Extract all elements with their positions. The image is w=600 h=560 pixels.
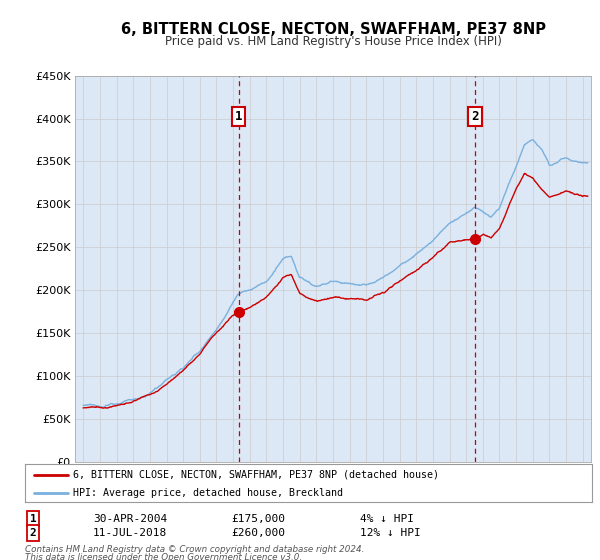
Text: £175,000: £175,000 (231, 514, 285, 524)
Text: Contains HM Land Registry data © Crown copyright and database right 2024.: Contains HM Land Registry data © Crown c… (25, 545, 365, 554)
Text: 2: 2 (472, 110, 479, 123)
Text: £260,000: £260,000 (231, 528, 285, 538)
Text: 2: 2 (29, 528, 37, 538)
Text: 30-APR-2004: 30-APR-2004 (93, 514, 167, 524)
Text: 12% ↓ HPI: 12% ↓ HPI (360, 528, 421, 538)
Text: 1: 1 (29, 514, 37, 524)
Text: 1: 1 (235, 110, 242, 123)
Text: Price paid vs. HM Land Registry's House Price Index (HPI): Price paid vs. HM Land Registry's House … (164, 35, 502, 48)
Text: 11-JUL-2018: 11-JUL-2018 (93, 528, 167, 538)
Text: 6, BITTERN CLOSE, NECTON, SWAFFHAM, PE37 8NP (detached house): 6, BITTERN CLOSE, NECTON, SWAFFHAM, PE37… (73, 470, 439, 480)
Text: HPI: Average price, detached house, Breckland: HPI: Average price, detached house, Brec… (73, 488, 343, 498)
Text: 6, BITTERN CLOSE, NECTON, SWAFFHAM, PE37 8NP: 6, BITTERN CLOSE, NECTON, SWAFFHAM, PE37… (121, 22, 545, 38)
Text: 4% ↓ HPI: 4% ↓ HPI (360, 514, 414, 524)
Text: This data is licensed under the Open Government Licence v3.0.: This data is licensed under the Open Gov… (25, 553, 302, 560)
